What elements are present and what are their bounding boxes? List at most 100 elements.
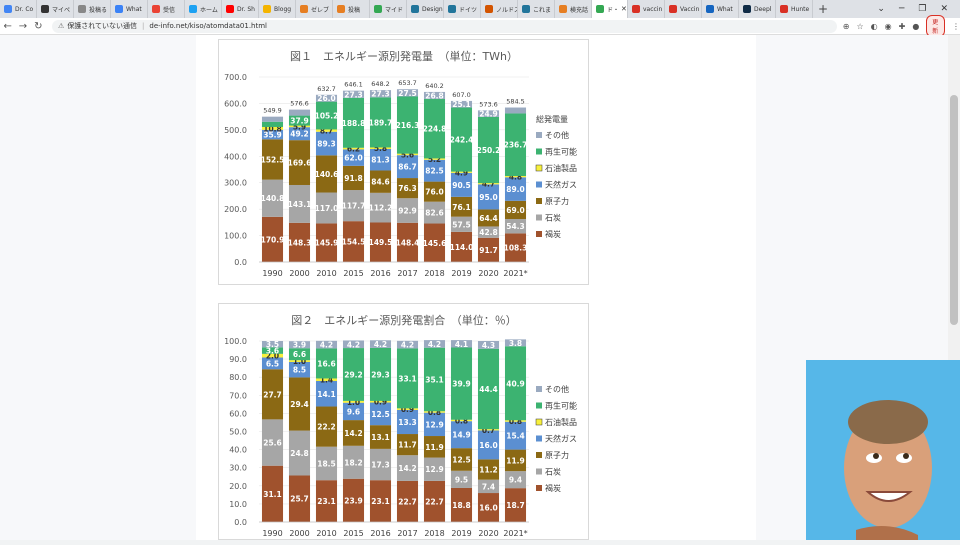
- total-label: 607.0: [452, 91, 471, 99]
- browser-tab[interactable]: ホーム: [185, 0, 222, 18]
- url-field[interactable]: ⚠ 保護されていない通信 | de-info.net/kiso/atomdata…: [51, 19, 837, 33]
- tab-favicon-icon: [41, 5, 49, 13]
- y-tick-label: 0.0: [234, 258, 247, 267]
- bookmark-star-icon[interactable]: ☆: [856, 21, 864, 31]
- data-label: 27.7: [263, 390, 282, 399]
- tab-label: 受信: [163, 6, 176, 14]
- browser-tab[interactable]: マイペ: [37, 0, 74, 18]
- data-label: 76.1: [452, 203, 471, 212]
- browser-tab[interactable]: Deepl: [739, 0, 776, 18]
- minimize-icon[interactable]: ─: [898, 4, 905, 14]
- data-label: 117.0: [315, 204, 339, 213]
- warning-icon: ⚠: [57, 22, 65, 30]
- forward-icon[interactable]: →: [18, 20, 28, 32]
- chart1-svg: 図１ エネルギー源別発電量 （単位：TWh） 0.0 100.0 200.0 300.0…: [224, 49, 577, 278]
- tab-favicon-icon: [411, 5, 419, 13]
- extension-icon-2[interactable]: ◉: [884, 21, 892, 31]
- browser-tab[interactable]: What: [702, 0, 739, 18]
- bar-segment: [423, 181, 446, 202]
- reload-icon[interactable]: ↻: [34, 20, 43, 32]
- profile-icon[interactable]: ●: [912, 21, 920, 31]
- bar-segment: [288, 341, 311, 349]
- tab-favicon-icon: [559, 5, 567, 13]
- browser-tab[interactable]: Blogg: [259, 0, 296, 18]
- data-label: 108.3: [504, 244, 528, 253]
- browser-tab[interactable]: ドイツ: [444, 0, 481, 18]
- tab-search-icon[interactable]: ⌄: [877, 4, 885, 14]
- bar-segment: [423, 480, 446, 522]
- bar-segment: [477, 226, 500, 238]
- browser-tab[interactable]: What: [111, 0, 148, 18]
- data-label: 148.4: [396, 238, 420, 247]
- data-label: 216.3: [396, 121, 420, 130]
- browser-tab[interactable]: Dr. Co: [0, 0, 37, 18]
- legend-swatch: [536, 198, 542, 204]
- browser-tab[interactable]: 検充話: [555, 0, 592, 18]
- webcam-overlay: [806, 360, 960, 540]
- new-tab-button[interactable]: +: [817, 2, 829, 16]
- close-tab-icon[interactable]: ✕: [621, 5, 627, 13]
- browser-tab[interactable]: Hunte: [776, 0, 813, 18]
- x-tick-label: 2021*: [503, 269, 527, 278]
- bar-segment: [477, 459, 500, 480]
- tab-label: Dr. Co: [15, 5, 34, 13]
- extension-icon[interactable]: ◐: [870, 21, 878, 31]
- data-label: 89.3: [317, 140, 336, 149]
- tab-label: 投稿: [348, 6, 361, 14]
- browser-tab[interactable]: ノルドス: [481, 0, 518, 18]
- browser-tab[interactable]: ド・ ✕: [592, 0, 628, 18]
- browser-tab[interactable]: Vaccin: [665, 0, 702, 18]
- data-label: 62.0: [344, 154, 363, 163]
- data-label: 90.5: [452, 181, 471, 190]
- tab-favicon-icon: [632, 5, 640, 13]
- y-tick-label: 10.0: [229, 500, 247, 509]
- scrollbar-thumb[interactable]: [950, 95, 958, 325]
- maximize-icon[interactable]: ❐: [918, 4, 927, 14]
- browser-tab[interactable]: Dr. Sh: [222, 0, 259, 18]
- data-label: 4.7: [482, 180, 495, 189]
- browser-tab[interactable]: ゼレブ: [296, 0, 333, 18]
- legend-swatch: [536, 214, 542, 221]
- data-label: 1.0: [347, 398, 360, 407]
- update-button[interactable]: 更新: [926, 15, 946, 37]
- tab-favicon-icon: [485, 5, 493, 13]
- zoom-icon[interactable]: ⊕: [842, 21, 850, 31]
- bar-segment: [315, 480, 338, 522]
- browser-tab[interactable]: 投稿: [333, 0, 370, 18]
- bar-segment: [450, 196, 473, 217]
- data-label: 25.6: [263, 439, 282, 448]
- bar-segment: [261, 341, 284, 348]
- close-window-icon[interactable]: ✕: [940, 4, 948, 14]
- bar-segment: [423, 340, 446, 348]
- browser-tab[interactable]: Design: [407, 0, 444, 18]
- bar-segment: [315, 406, 338, 447]
- browser-tab[interactable]: 投稿る: [74, 0, 111, 18]
- tab-favicon-icon: [374, 5, 382, 13]
- browser-tab[interactable]: 受信: [148, 0, 185, 18]
- bar-segment: [315, 101, 338, 130]
- data-label: 23.1: [371, 497, 390, 506]
- data-label: 112.2: [369, 204, 393, 213]
- bar-segment: [261, 419, 284, 466]
- data-label: 22.7: [425, 497, 444, 506]
- bar-segment: [261, 179, 284, 217]
- tab-label: Blogg: [274, 5, 292, 13]
- bar-segment: [423, 412, 446, 437]
- y-tick-label: 20.0: [229, 482, 247, 491]
- bar-segment: [288, 140, 311, 185]
- data-label: 91.7: [479, 246, 498, 255]
- legend-swatch: [536, 485, 542, 491]
- bar-segment: [450, 470, 473, 488]
- menu-icon[interactable]: ⋮: [952, 21, 960, 31]
- back-icon[interactable]: ←: [3, 20, 12, 32]
- browser-tab[interactable]: マイド: [370, 0, 407, 18]
- browser-tab[interactable]: これま: [518, 0, 555, 18]
- data-label: 22.2: [317, 423, 336, 432]
- data-label: 11.2: [479, 466, 498, 475]
- bar-segment: [261, 465, 284, 522]
- bar-segment: [396, 155, 419, 179]
- x-tick-label: 1990: [262, 529, 282, 538]
- x-tick-label: 2015: [343, 269, 363, 278]
- browser-tab[interactable]: vaccin: [628, 0, 665, 18]
- puzzle-icon[interactable]: ✚: [898, 21, 906, 31]
